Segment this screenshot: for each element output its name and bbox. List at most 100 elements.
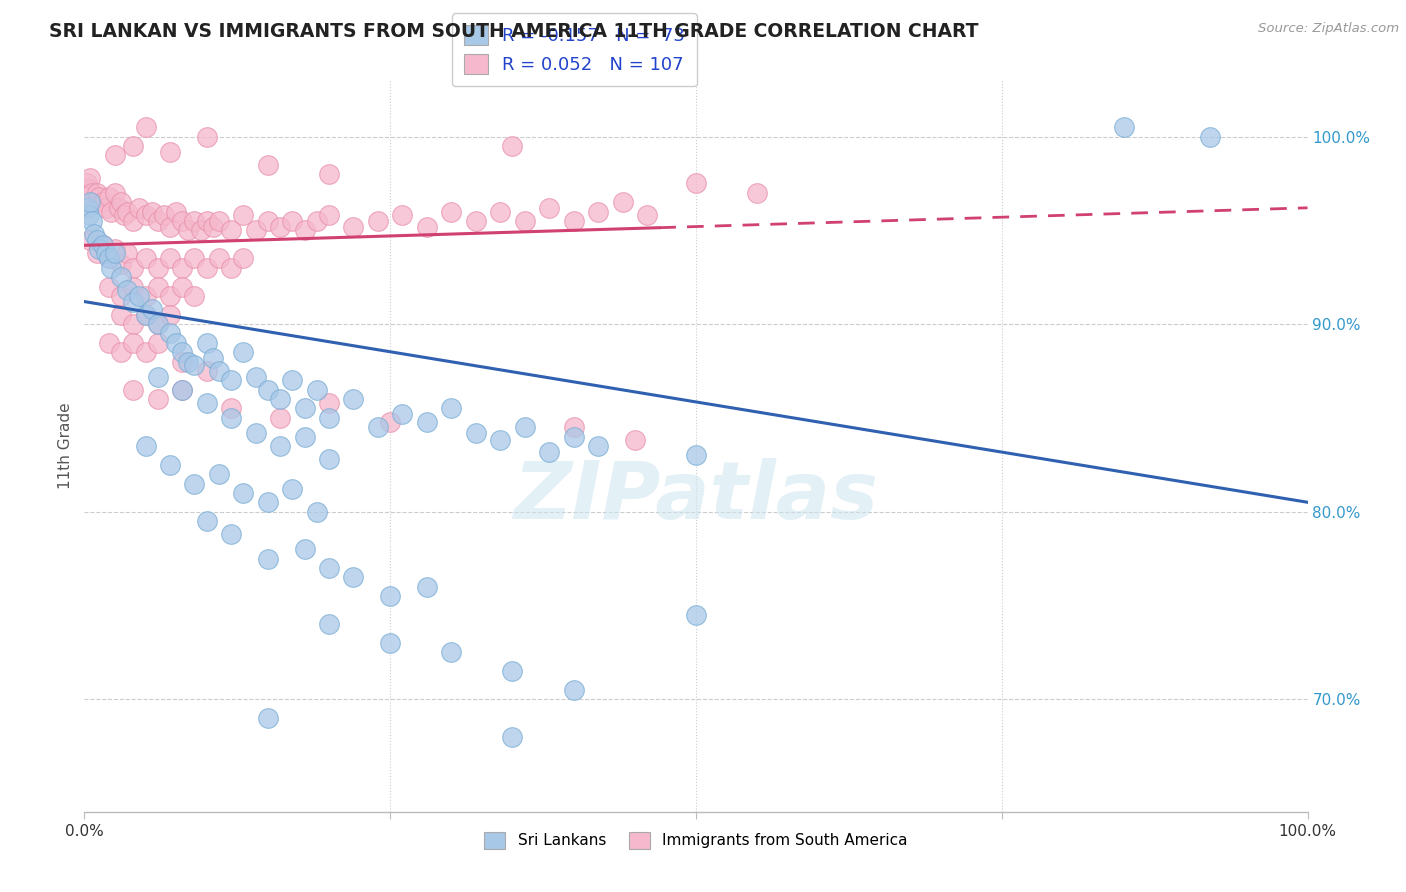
Point bbox=[190, 223, 212, 237]
Point bbox=[464, 214, 486, 228]
Point bbox=[115, 204, 138, 219]
Point bbox=[77, 201, 100, 215]
Point bbox=[318, 208, 340, 222]
Point bbox=[1198, 129, 1220, 144]
Point bbox=[562, 420, 585, 434]
Point bbox=[269, 219, 291, 234]
Point bbox=[146, 369, 169, 384]
Point bbox=[562, 214, 585, 228]
Point bbox=[380, 589, 402, 603]
Point bbox=[245, 223, 267, 237]
Point bbox=[146, 214, 169, 228]
Point bbox=[342, 392, 364, 406]
Point bbox=[104, 242, 127, 256]
Point bbox=[391, 208, 413, 222]
Point bbox=[367, 420, 389, 434]
Point bbox=[183, 359, 205, 373]
Point bbox=[195, 514, 218, 528]
Point bbox=[86, 233, 108, 247]
Point bbox=[586, 439, 609, 453]
Point bbox=[104, 245, 127, 260]
Point bbox=[416, 580, 439, 594]
Point bbox=[86, 186, 108, 200]
Point bbox=[294, 223, 316, 237]
Point bbox=[135, 120, 157, 135]
Point bbox=[464, 425, 486, 440]
Point bbox=[91, 195, 114, 210]
Point bbox=[122, 294, 145, 309]
Point bbox=[135, 439, 157, 453]
Point bbox=[146, 392, 169, 406]
Point bbox=[177, 354, 200, 368]
Point bbox=[257, 495, 280, 509]
Point bbox=[195, 214, 218, 228]
Point bbox=[294, 542, 316, 557]
Point bbox=[219, 527, 242, 541]
Point bbox=[110, 289, 132, 303]
Point bbox=[87, 242, 110, 256]
Point bbox=[135, 252, 157, 266]
Point bbox=[110, 308, 132, 322]
Point bbox=[159, 252, 181, 266]
Point bbox=[294, 429, 316, 443]
Point bbox=[77, 208, 100, 222]
Point bbox=[115, 283, 138, 297]
Point bbox=[97, 252, 120, 266]
Point bbox=[146, 317, 169, 331]
Point bbox=[232, 208, 254, 222]
Point bbox=[159, 458, 181, 472]
Point bbox=[208, 364, 231, 378]
Point bbox=[342, 570, 364, 584]
Point bbox=[318, 396, 340, 410]
Point bbox=[294, 401, 316, 416]
Point bbox=[159, 219, 181, 234]
Point bbox=[416, 415, 439, 429]
Point bbox=[146, 260, 169, 275]
Point bbox=[257, 551, 280, 566]
Point bbox=[172, 354, 194, 368]
Point bbox=[513, 420, 536, 434]
Point bbox=[79, 170, 101, 185]
Point bbox=[165, 204, 187, 219]
Point bbox=[208, 467, 231, 482]
Point bbox=[165, 335, 187, 350]
Point bbox=[208, 252, 231, 266]
Point bbox=[83, 195, 105, 210]
Point bbox=[172, 214, 194, 228]
Point bbox=[562, 429, 585, 443]
Point bbox=[281, 214, 304, 228]
Point bbox=[122, 317, 145, 331]
Point bbox=[76, 177, 98, 191]
Point bbox=[502, 664, 524, 678]
Legend: Sri Lankans, Immigrants from South America: Sri Lankans, Immigrants from South Ameri… bbox=[478, 825, 914, 855]
Point bbox=[367, 214, 389, 228]
Point bbox=[318, 167, 340, 181]
Point bbox=[110, 195, 132, 210]
Point bbox=[128, 289, 150, 303]
Point bbox=[107, 201, 129, 215]
Point bbox=[245, 369, 267, 384]
Point bbox=[195, 335, 218, 350]
Point bbox=[80, 186, 103, 200]
Point bbox=[177, 223, 200, 237]
Point bbox=[104, 186, 127, 200]
Point bbox=[685, 177, 707, 191]
Point bbox=[219, 373, 242, 387]
Point bbox=[112, 208, 135, 222]
Point bbox=[172, 383, 194, 397]
Y-axis label: 11th Grade: 11th Grade bbox=[58, 402, 73, 490]
Point bbox=[1114, 120, 1136, 135]
Point bbox=[586, 204, 609, 219]
Point bbox=[80, 214, 103, 228]
Point bbox=[257, 711, 280, 725]
Point bbox=[159, 145, 181, 159]
Point bbox=[122, 139, 145, 153]
Point bbox=[97, 335, 120, 350]
Point bbox=[110, 257, 132, 271]
Point bbox=[562, 682, 585, 697]
Point bbox=[502, 730, 524, 744]
Point bbox=[153, 208, 176, 222]
Point bbox=[183, 476, 205, 491]
Point bbox=[183, 214, 205, 228]
Point bbox=[502, 139, 524, 153]
